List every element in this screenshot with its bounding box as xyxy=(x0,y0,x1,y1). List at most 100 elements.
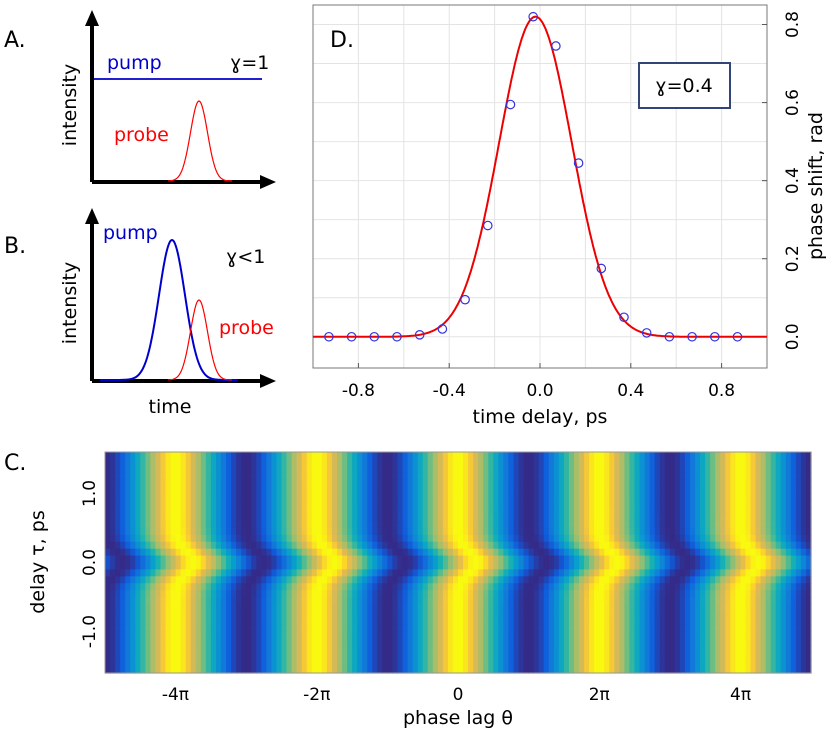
heatmap-cell xyxy=(594,624,600,633)
heatmap-cell xyxy=(770,472,777,481)
heatmap-cell xyxy=(553,486,560,495)
heatmap-cell xyxy=(246,507,252,515)
heatmap-cell xyxy=(589,465,595,474)
heatmap-cell xyxy=(115,617,121,626)
heatmap-cell xyxy=(755,458,762,467)
heatmap-cell xyxy=(513,610,520,619)
heatmap-cell xyxy=(226,452,232,460)
heatmap-cell xyxy=(589,583,595,591)
heatmap-cell xyxy=(377,465,383,474)
heatmap-cell xyxy=(372,624,378,633)
heatmap-cell xyxy=(518,472,525,481)
heatmap-cell xyxy=(407,555,414,564)
heatmap-cell xyxy=(614,652,620,660)
heatmap-cell xyxy=(261,597,267,605)
heatmap-cell xyxy=(468,479,474,488)
heatmap-cell xyxy=(483,617,489,626)
heatmap-cell xyxy=(135,666,141,674)
heatmap-cell xyxy=(331,555,338,564)
heatmap-cell xyxy=(639,638,646,646)
heatmap-cell xyxy=(407,548,414,557)
heatmap-cell xyxy=(725,472,731,481)
heatmap-cell xyxy=(352,617,358,626)
heatmap-cell xyxy=(629,555,636,564)
heatmap-cell xyxy=(427,624,434,633)
heatmap-cell xyxy=(483,500,489,508)
heatmap-cell xyxy=(342,624,348,633)
heatmap-cell xyxy=(563,569,570,577)
heatmap-cell xyxy=(790,638,797,646)
heatmap-cell xyxy=(432,610,439,619)
heatmap-cell xyxy=(700,652,706,660)
heatmap-cell xyxy=(145,452,151,460)
heatmap-cell xyxy=(730,534,736,543)
heatmap-cell xyxy=(619,652,626,660)
heatmap-cell xyxy=(180,583,187,591)
heatmap-cell xyxy=(185,569,192,577)
heatmap-cell xyxy=(427,548,434,557)
heatmap-cell xyxy=(649,666,656,674)
heatmap-cell xyxy=(634,548,641,557)
heatmap-cell xyxy=(558,479,565,488)
heatmap-cell xyxy=(458,486,464,495)
heatmap-cell xyxy=(614,576,620,584)
heatmap-cell xyxy=(362,479,368,488)
heatmap-cell xyxy=(745,534,752,543)
heatmap-cell xyxy=(422,507,429,515)
heatmap-cell xyxy=(669,576,676,584)
heatmap-cell xyxy=(619,514,626,522)
heatmap-cell xyxy=(508,458,515,467)
heatmap-cell xyxy=(447,638,454,646)
heatmap-cell xyxy=(347,486,353,495)
heatmap-cell xyxy=(422,652,429,660)
heatmap-cell xyxy=(246,555,252,564)
heatmap-cell xyxy=(750,617,757,626)
heatmap-cell xyxy=(231,458,237,467)
heatmap-cell xyxy=(241,659,247,667)
heatmap-cell xyxy=(185,527,192,536)
heatmap-cell xyxy=(589,638,595,646)
heatmap-cell xyxy=(402,521,409,529)
heatmap-cell xyxy=(725,479,731,488)
heatmap-cell xyxy=(644,638,651,646)
heatmap-cell xyxy=(745,624,752,633)
heatmap-cell xyxy=(417,534,424,543)
heatmap-cell xyxy=(427,493,434,501)
heatmap-cell xyxy=(326,666,333,674)
heatmap-cell xyxy=(281,534,288,543)
heatmap-cell xyxy=(326,548,333,557)
heatmap-cell xyxy=(488,562,494,571)
heatmap-cell xyxy=(644,534,651,543)
heatmap-cell xyxy=(155,555,162,564)
heatmap-cell xyxy=(105,555,111,564)
x-tick-label: -2π xyxy=(303,685,330,705)
heatmap-cell xyxy=(236,631,242,640)
heatmap-cell xyxy=(412,569,419,577)
heatmap-cell xyxy=(735,458,741,467)
heatmap-cell xyxy=(725,645,731,653)
heatmap-cell xyxy=(296,597,303,605)
heatmap-cell xyxy=(785,458,792,467)
heatmap-cell xyxy=(296,548,303,557)
heatmap-cell xyxy=(740,541,747,550)
heatmap-cell xyxy=(523,562,530,571)
heatmap-cell xyxy=(679,534,686,543)
heatmap-cell xyxy=(397,541,404,550)
heatmap-cell xyxy=(402,555,409,564)
heatmap-cell xyxy=(765,479,772,488)
heatmap-cell xyxy=(594,521,600,529)
heatmap-cell xyxy=(523,452,530,460)
heatmap-cell xyxy=(301,493,308,501)
heatmap-cell xyxy=(775,479,782,488)
heatmap-cell xyxy=(347,652,353,660)
heatmap-cell xyxy=(311,562,318,571)
heatmap-cell xyxy=(730,514,736,522)
panel-d-gamma-box xyxy=(638,62,731,109)
heatmap-cell xyxy=(599,479,605,488)
heatmap-cell xyxy=(200,576,207,584)
heatmap-cell xyxy=(705,465,711,474)
heatmap-cell xyxy=(427,659,434,667)
heatmap-cell xyxy=(518,652,525,660)
heatmap-cell xyxy=(377,514,383,522)
heatmap-cell xyxy=(705,597,711,605)
